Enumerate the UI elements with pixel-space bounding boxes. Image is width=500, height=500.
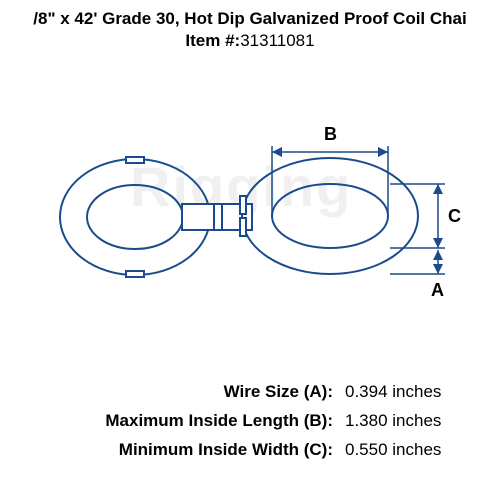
spec-value-wire-size: 0.394 inches [345,378,465,407]
product-title: /8" x 42' Grade 30, Hot Dip Galvanized P… [0,8,500,30]
dimension-c: C [390,184,461,248]
item-line: Item #:31311081 [0,30,500,52]
spec-value-min-width: 0.550 inches [345,436,465,465]
item-number: 31311081 [240,31,314,50]
dim-a-letter: A [431,280,444,300]
dim-c-letter: C [448,206,461,226]
specifications-table: Wire Size (A): 0.394 inches Maximum Insi… [35,378,465,465]
chain-svg: B C A [0,62,500,352]
spec-row: Minimum Inside Width (C): 0.550 inches [35,436,465,465]
spec-value-max-length: 1.380 inches [345,407,465,436]
spec-row: Wire Size (A): 0.394 inches [35,378,465,407]
chain-diagram: Rigging [0,62,500,352]
item-label: Item #: [185,31,240,50]
dim-b-letter: B [324,124,337,144]
spec-label-wire-size: Wire Size (A): [224,378,345,407]
spec-label-max-length: Maximum Inside Length (B): [105,407,345,436]
product-header: /8" x 42' Grade 30, Hot Dip Galvanized P… [0,0,500,52]
dimension-a: A [390,250,445,300]
right-chain-link [240,158,418,274]
dimension-b: B [272,124,388,216]
spec-row: Maximum Inside Length (B): 1.380 inches [35,407,465,436]
spec-label-min-width: Minimum Inside Width (C): [119,436,345,465]
